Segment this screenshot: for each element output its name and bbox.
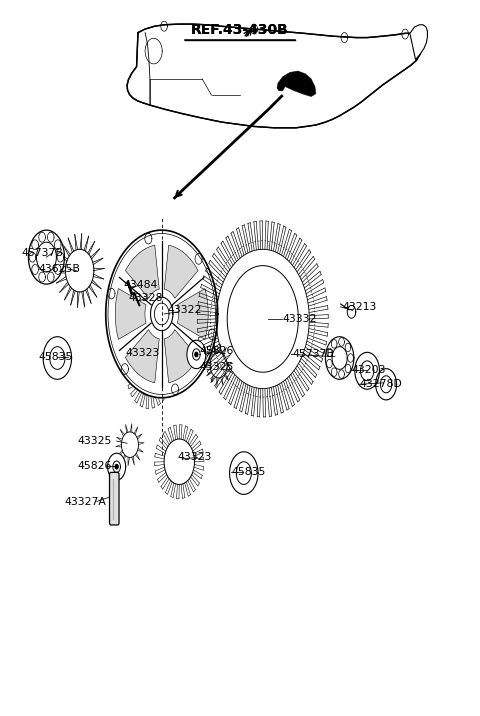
Text: 43278D: 43278D	[360, 379, 402, 390]
Text: 45737B: 45737B	[22, 248, 64, 258]
Text: 43332: 43332	[283, 314, 317, 324]
Text: 45826: 45826	[200, 346, 234, 356]
Polygon shape	[177, 289, 208, 339]
Polygon shape	[410, 25, 427, 59]
Text: REF.43-430B: REF.43-430B	[191, 23, 289, 37]
Text: 45737B: 45737B	[292, 349, 334, 359]
Text: 43327A: 43327A	[64, 496, 107, 506]
Polygon shape	[195, 352, 198, 357]
Polygon shape	[164, 329, 198, 383]
Polygon shape	[43, 337, 72, 379]
Text: 43213: 43213	[342, 302, 376, 312]
Polygon shape	[115, 465, 118, 469]
Polygon shape	[355, 352, 380, 390]
Text: 45826: 45826	[78, 461, 112, 471]
Polygon shape	[106, 230, 218, 398]
Text: 43203: 43203	[351, 365, 386, 375]
Polygon shape	[347, 306, 356, 318]
Text: 43322: 43322	[168, 306, 202, 316]
Polygon shape	[229, 452, 258, 495]
FancyBboxPatch shape	[109, 473, 119, 525]
Polygon shape	[325, 337, 354, 379]
Text: 43325: 43325	[200, 362, 234, 372]
Polygon shape	[28, 230, 64, 284]
Text: 43323: 43323	[178, 453, 212, 463]
Text: 43625B: 43625B	[38, 264, 80, 274]
Text: 43484: 43484	[124, 280, 158, 290]
Text: 43328: 43328	[128, 293, 162, 303]
Text: 45835: 45835	[38, 352, 73, 362]
Text: 43325: 43325	[78, 436, 112, 446]
Polygon shape	[277, 71, 316, 97]
Text: 45835: 45835	[231, 467, 266, 477]
Polygon shape	[187, 340, 206, 369]
Polygon shape	[115, 289, 146, 339]
Polygon shape	[125, 245, 159, 299]
Polygon shape	[108, 453, 126, 480]
Polygon shape	[127, 24, 422, 128]
Polygon shape	[376, 369, 396, 400]
Text: 43323: 43323	[125, 348, 159, 358]
Polygon shape	[164, 245, 198, 299]
Text: REF.43-430B: REF.43-430B	[191, 23, 289, 37]
Polygon shape	[125, 329, 159, 383]
